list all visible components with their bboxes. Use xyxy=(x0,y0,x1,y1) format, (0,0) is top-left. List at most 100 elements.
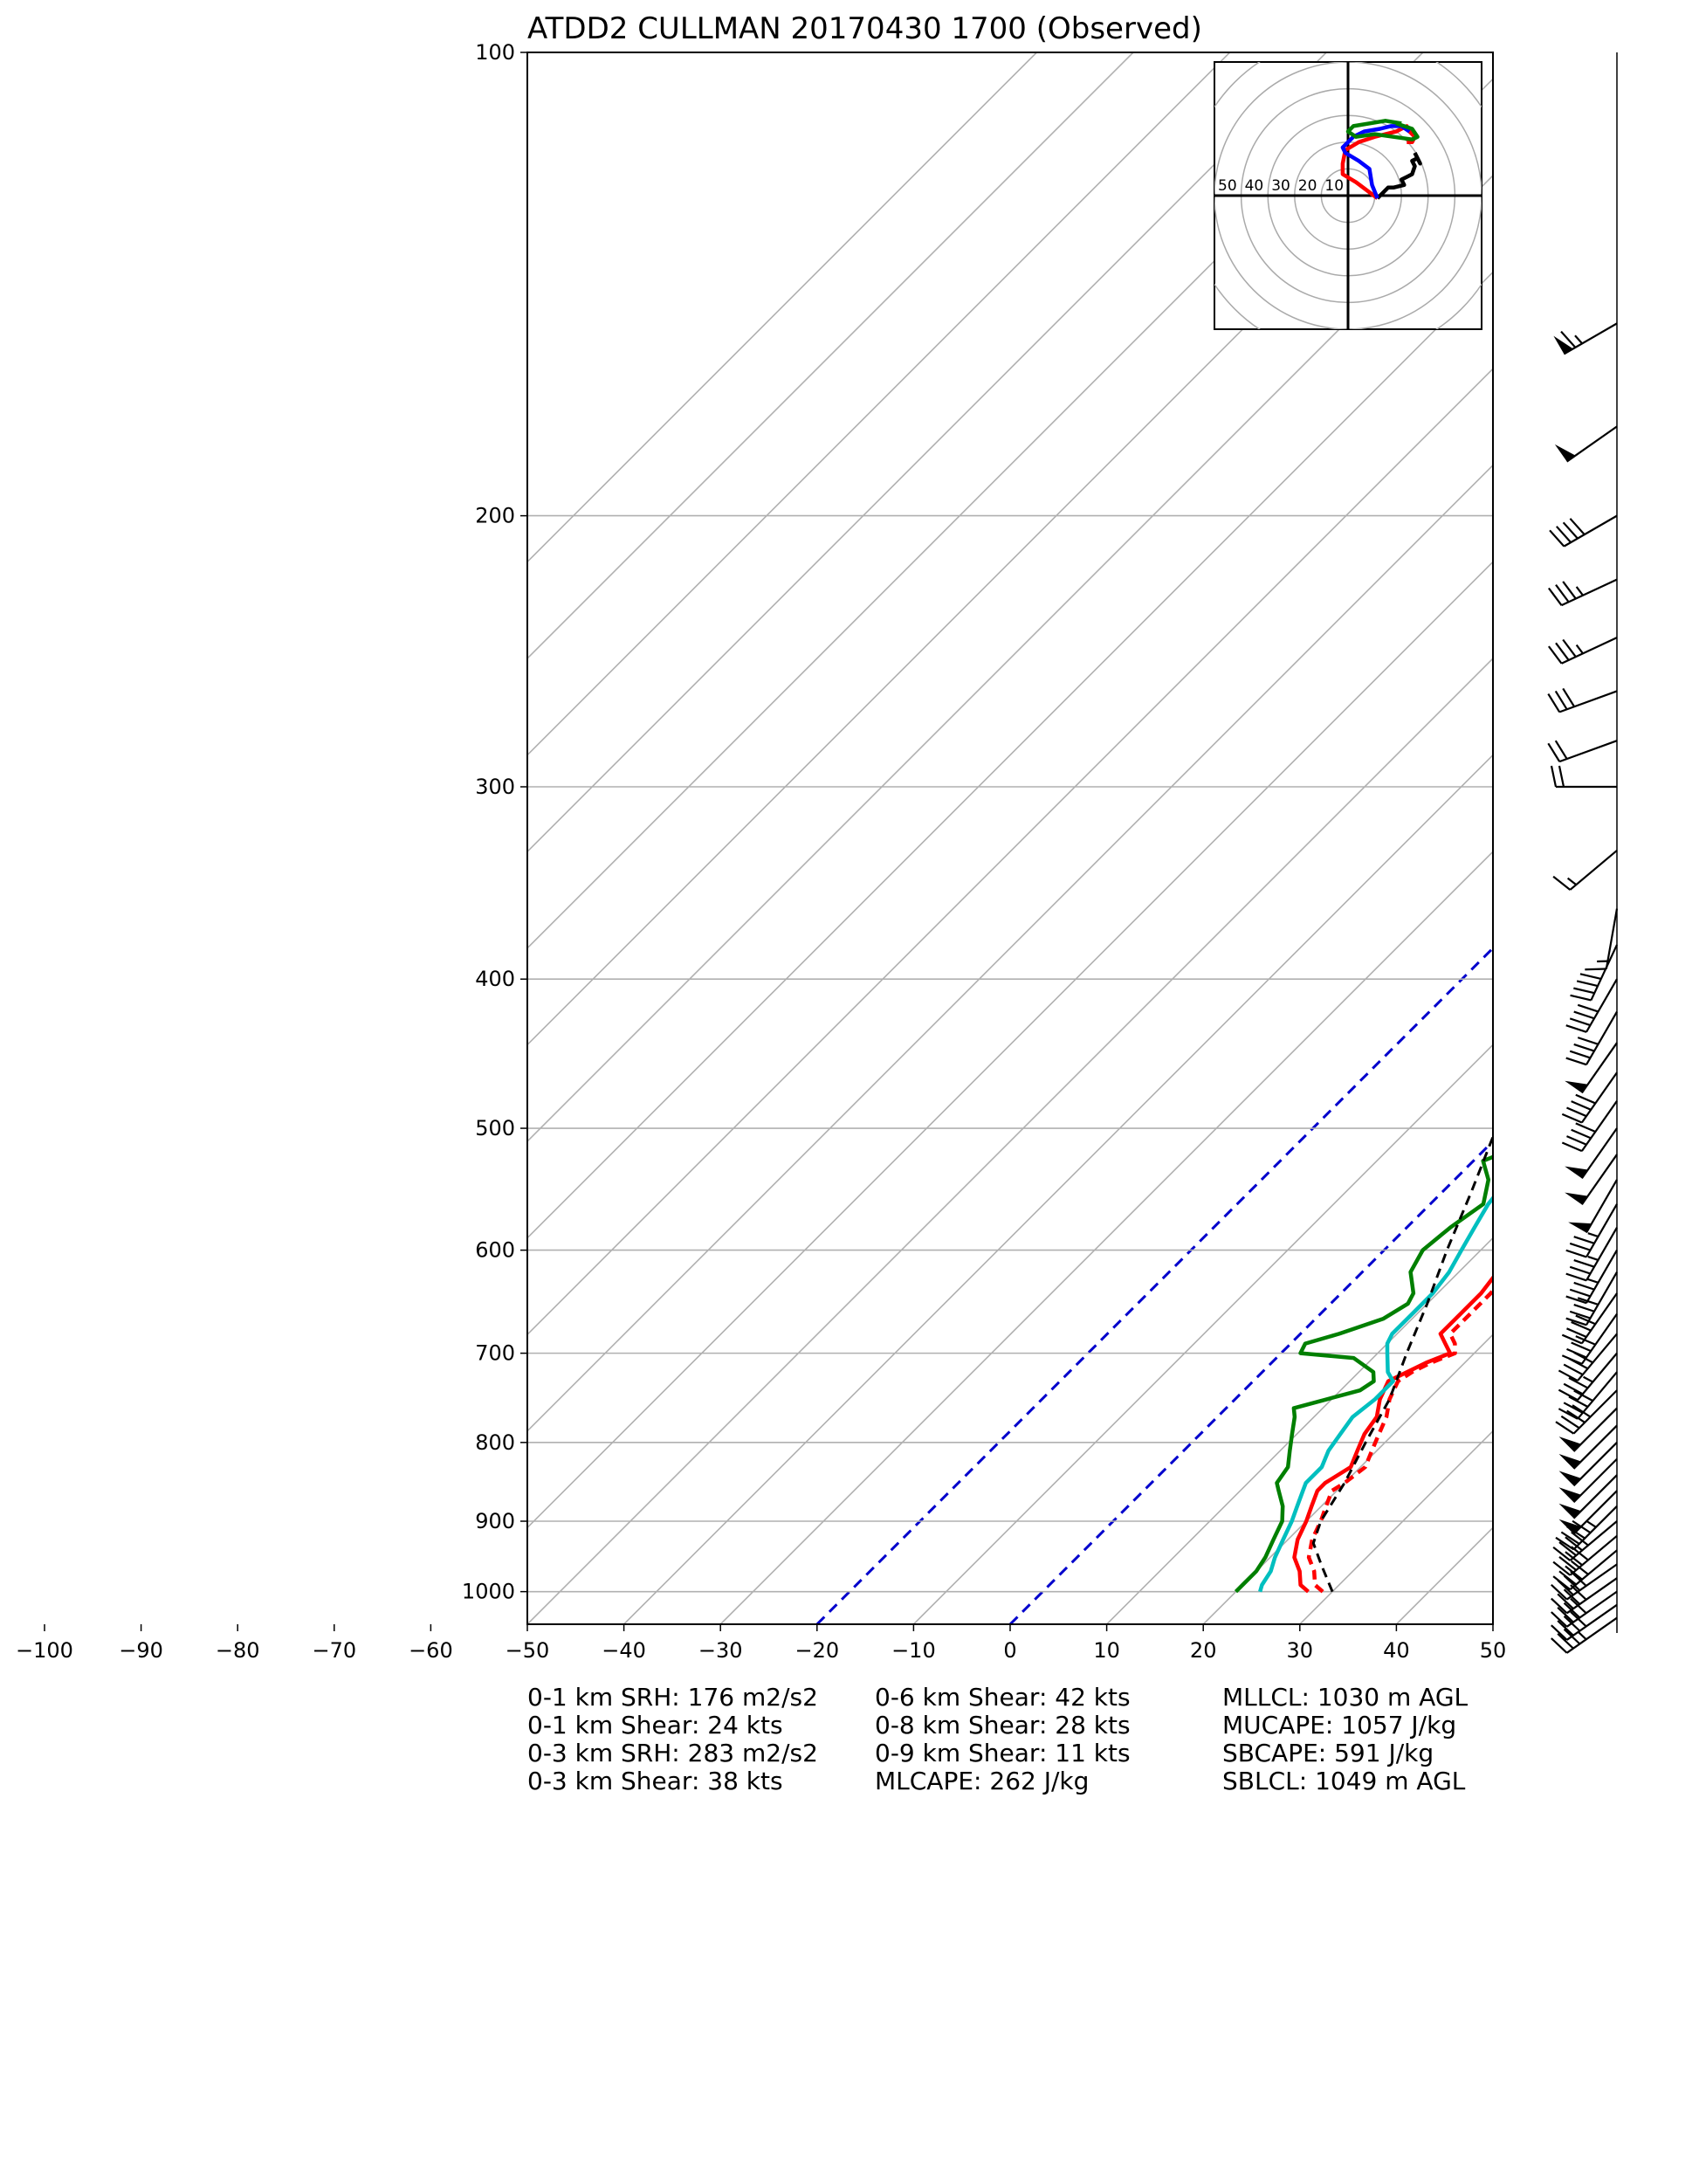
wind-barb xyxy=(1565,1011,1618,1066)
wind-barb xyxy=(1565,1250,1618,1305)
wind-barb xyxy=(1552,850,1618,891)
wind-barb xyxy=(1549,514,1618,548)
hodograph-trace xyxy=(1340,124,1411,199)
x-tick-label: −80 xyxy=(216,1638,260,1663)
x-tick-label: 40 xyxy=(1383,1638,1410,1663)
hodograph-ring-label: 40 xyxy=(1245,177,1264,195)
stat-srh-0-3km: 0-3 km SRH: 283 m2/s2 xyxy=(527,1739,818,1767)
x-tick-label: −60 xyxy=(409,1638,453,1663)
isotherm-gridline xyxy=(527,52,1134,660)
wind-barb xyxy=(1561,1071,1618,1124)
wind-barb xyxy=(1565,1154,1618,1206)
wind-barb xyxy=(1558,1442,1618,1487)
wind-barb xyxy=(1555,1389,1618,1435)
stat-mlcape: MLCAPE: 262 J/kg xyxy=(875,1767,1090,1795)
highlight-isotherm xyxy=(815,946,1493,1624)
stat-sbcape: SBCAPE: 591 J/kg xyxy=(1222,1739,1434,1767)
stat-shear-0-8km: 0-8 km Shear: 28 kts xyxy=(875,1711,1131,1740)
wind-barb xyxy=(1551,1603,1618,1641)
hodograph-trace xyxy=(1345,119,1420,141)
y-tick-label: 400 xyxy=(475,967,515,991)
stat-shear-0-9km: 0-9 km Shear: 11 kts xyxy=(875,1739,1131,1767)
stats-column-1: 0-1 km SRH: 176 m2/s2 0-1 km Shear: 24 k… xyxy=(527,1684,818,1795)
hodograph-ring-label: 20 xyxy=(1298,177,1317,195)
wind-barb xyxy=(1561,1312,1618,1365)
wind-barb xyxy=(1565,1203,1618,1258)
isotherm-gridline xyxy=(527,52,1327,853)
isotherm-gridline xyxy=(1202,1333,1493,1624)
isotherm-gridline xyxy=(527,464,1493,1432)
hodograph-ring-label: 10 xyxy=(1324,177,1344,195)
y-tick-label: 100 xyxy=(475,40,515,65)
y-tick-label: 200 xyxy=(475,504,515,528)
highlight-isotherm xyxy=(1008,1139,1493,1624)
wind-barb xyxy=(1585,908,1619,971)
wind-barb xyxy=(1565,1227,1618,1282)
stat-srh-0-1km: 0-1 km SRH: 176 m2/s2 xyxy=(527,1683,818,1712)
stats-column-2: 0-6 km Shear: 42 kts 0-8 km Shear: 28 kt… xyxy=(875,1684,1131,1795)
hodograph-ring-label: 30 xyxy=(1271,177,1290,195)
wind-barb xyxy=(1550,765,1617,789)
isotherm-gridline xyxy=(527,52,1037,563)
y-tick-label: 900 xyxy=(475,1509,515,1533)
profile-line xyxy=(1292,1274,1493,1594)
wind-barb xyxy=(1561,1100,1618,1153)
x-tick-label: −30 xyxy=(698,1638,743,1663)
y-tick-label: 300 xyxy=(475,775,515,799)
stat-mllcl: MLLCL: 1030 m AGL xyxy=(1222,1683,1469,1712)
wind-barb xyxy=(1558,1457,1618,1504)
wind-barb xyxy=(1548,578,1618,607)
wind-barb xyxy=(1558,1352,1618,1402)
wind-barb xyxy=(1565,978,1618,1033)
isotherm-gridline xyxy=(1106,1237,1493,1624)
wind-barb xyxy=(1565,1042,1618,1094)
wind-barb xyxy=(1561,1292,1618,1345)
hodograph-ring-label: 50 xyxy=(1218,177,1237,195)
y-tick-label: 600 xyxy=(475,1238,515,1263)
isotherm-gridline xyxy=(527,561,1493,1529)
wind-barb xyxy=(1551,1616,1618,1654)
x-tick-label: −70 xyxy=(312,1638,356,1663)
profile-line-dashed xyxy=(1306,1286,1493,1594)
profile-line-dashed xyxy=(1311,1133,1493,1593)
wind-barb xyxy=(1553,322,1618,355)
profile-line xyxy=(1258,1195,1493,1593)
stat-shear-0-1km: 0-1 km Shear: 24 kts xyxy=(527,1711,783,1740)
wind-barb xyxy=(1558,1424,1618,1470)
stat-shear-0-3km: 0-3 km Shear: 38 kts xyxy=(527,1767,783,1795)
wind-barb xyxy=(1555,1505,1618,1551)
wind-barb xyxy=(1547,687,1618,713)
isotherm-gridline xyxy=(527,657,1493,1624)
x-tick-label: 0 xyxy=(1003,1638,1016,1663)
y-tick-label: 700 xyxy=(475,1341,515,1366)
x-tick-label: −40 xyxy=(602,1638,646,1663)
wind-barb xyxy=(1554,425,1618,463)
wind-barb xyxy=(1565,1127,1618,1180)
y-tick-label: 1000 xyxy=(462,1580,515,1604)
wind-barb xyxy=(1552,1520,1618,1561)
y-tick-label: 500 xyxy=(475,1116,515,1140)
x-tick-label: −10 xyxy=(891,1638,936,1663)
x-tick-label: −20 xyxy=(794,1638,839,1663)
stat-sblcl: SBLCL: 1049 m AGL xyxy=(1222,1767,1466,1795)
wind-barb xyxy=(1570,944,1618,1002)
isotherm-gridline xyxy=(527,52,1231,756)
isotherm-gridline xyxy=(527,368,1493,1336)
x-tick-label: −100 xyxy=(16,1638,73,1663)
stat-mucape: MUCAPE: 1057 J/kg xyxy=(1222,1711,1457,1740)
x-tick-label: 50 xyxy=(1480,1638,1507,1663)
x-tick-label: 20 xyxy=(1190,1638,1217,1663)
x-tick-label: −90 xyxy=(119,1638,163,1663)
wind-barb xyxy=(1548,637,1618,665)
x-tick-label: 10 xyxy=(1093,1638,1120,1663)
isotherm-gridline xyxy=(527,52,1424,949)
profile-line xyxy=(1234,1154,1493,1594)
isotherm-gridline xyxy=(1492,1622,1493,1624)
isotherm-gridline xyxy=(623,754,1493,1624)
hodograph-trace xyxy=(1376,152,1422,200)
wind-barb xyxy=(1558,1490,1618,1535)
wind-barb xyxy=(1547,740,1618,763)
isotherm-gridline xyxy=(912,1044,1493,1624)
x-tick-label: 30 xyxy=(1287,1638,1314,1663)
